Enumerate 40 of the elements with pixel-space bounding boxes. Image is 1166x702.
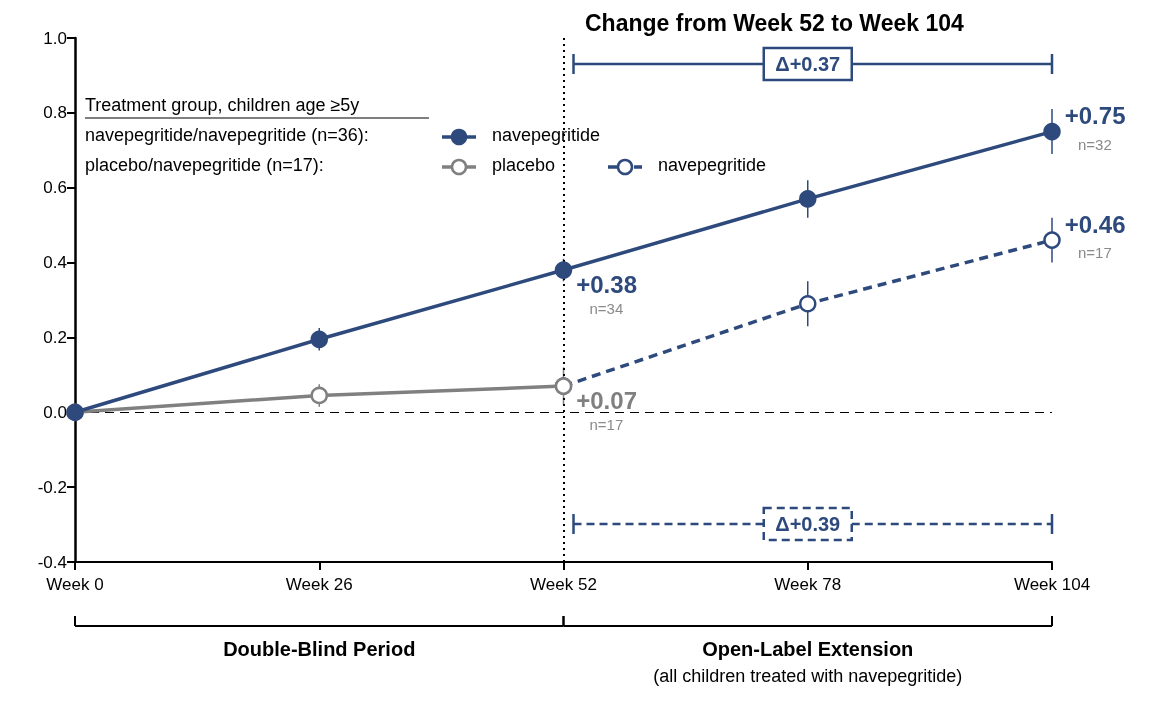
y-tick-label: -0.4 — [37, 552, 67, 572]
data-label: +0.38 — [576, 270, 637, 298]
annotation: n=17 — [1078, 244, 1112, 262]
x-tick-label: Week 26 — [285, 575, 353, 594]
y-tick-label: 0.6 — [43, 178, 67, 198]
legend-label: navepegritide — [658, 155, 767, 175]
point — [554, 261, 573, 279]
point — [310, 330, 328, 349]
point — [1043, 231, 1061, 249]
legend-label: placebo — [492, 155, 556, 175]
y-tick-label: 0.8 — [43, 103, 67, 123]
point — [799, 295, 817, 313]
annotation: n=32 — [1078, 135, 1112, 153]
x-tick-label: Week 104 — [1013, 575, 1091, 594]
data-label: +0.75 — [1064, 102, 1126, 130]
chart-title: Change from Week 52 to Week 104 — [585, 9, 964, 36]
text: (all children treated with navepegritide) — [653, 666, 963, 686]
y-tick-label: 0.4 — [43, 253, 67, 273]
legend-label: navepegritide — [492, 125, 601, 145]
y-tick-label: 0.0 — [43, 402, 67, 422]
x-tick-label: Week 52 — [530, 575, 597, 594]
point — [310, 386, 328, 405]
y-tick-label: -0.2 — [37, 477, 67, 497]
point — [1043, 122, 1061, 141]
annotation: n=34 — [589, 300, 624, 318]
x-tick-label: Week 78 — [774, 575, 842, 594]
annotation: n=17 — [589, 416, 624, 434]
annotation: Δ+0.39 — [775, 513, 841, 535]
text: Open-Label Extension — [702, 638, 914, 660]
annotation: placebo/navepegritide (n=17): — [85, 155, 324, 175]
data-label: +0.07 — [576, 386, 637, 414]
text: Double-Blind Period — [223, 638, 416, 660]
annotation: navepegritide/navepegritide (n=36): — [85, 125, 369, 145]
data-label: +0.46 — [1064, 210, 1126, 238]
point — [799, 190, 817, 208]
y-tick-label: 1.0 — [43, 28, 67, 48]
y-tick-label: 0.2 — [43, 327, 67, 347]
x-tick-label: Week 0 — [46, 575, 104, 594]
legend-title: Treatment group, children age ≥5y — [85, 95, 360, 115]
annotation: Δ+0.37 — [775, 53, 841, 75]
